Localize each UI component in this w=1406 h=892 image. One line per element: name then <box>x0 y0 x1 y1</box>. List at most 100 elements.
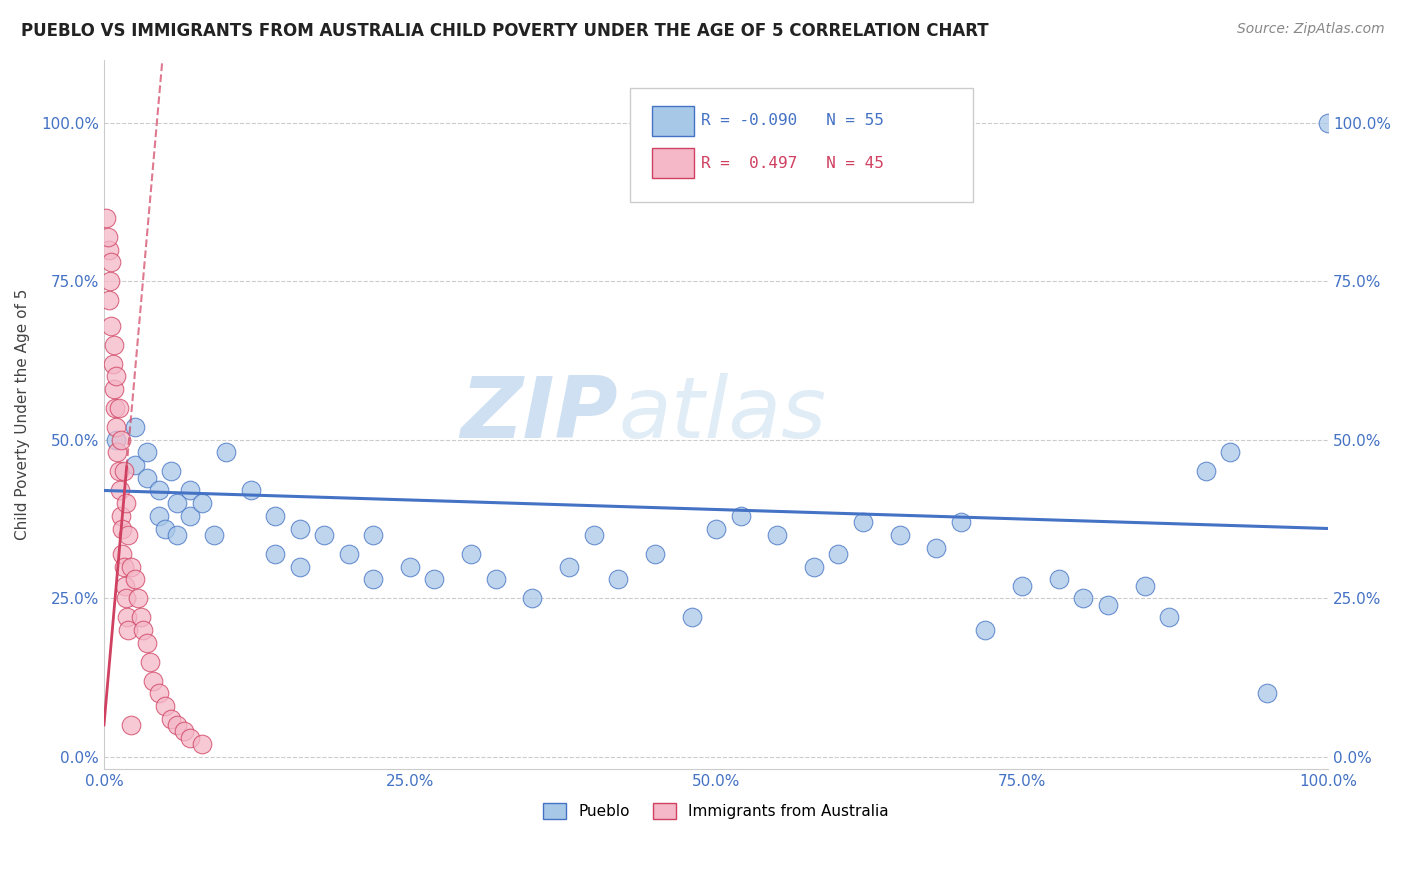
Point <box>173 724 195 739</box>
Point <box>117 528 139 542</box>
Point <box>110 433 132 447</box>
Point <box>115 591 138 606</box>
Point <box>98 274 121 288</box>
Point <box>124 458 146 472</box>
Point <box>1219 445 1241 459</box>
Point <box>105 433 128 447</box>
Y-axis label: Child Poverty Under the Age of 5: Child Poverty Under the Age of 5 <box>15 289 30 541</box>
Point <box>166 528 188 542</box>
Point <box>766 528 789 542</box>
Point <box>124 572 146 586</box>
Point <box>558 559 581 574</box>
Point <box>607 572 630 586</box>
Point <box>148 483 170 498</box>
Point <box>1256 686 1278 700</box>
Text: R =  0.497   N = 45: R = 0.497 N = 45 <box>702 156 884 170</box>
FancyBboxPatch shape <box>652 106 695 136</box>
Point <box>1011 578 1033 592</box>
FancyBboxPatch shape <box>652 148 695 178</box>
Point <box>103 382 125 396</box>
Point <box>153 522 176 536</box>
Point <box>681 610 703 624</box>
Point <box>153 698 176 713</box>
Point <box>166 718 188 732</box>
Point <box>166 496 188 510</box>
Point <box>100 255 122 269</box>
Text: PUEBLO VS IMMIGRANTS FROM AUSTRALIA CHILD POVERTY UNDER THE AGE OF 5 CORRELATION: PUEBLO VS IMMIGRANTS FROM AUSTRALIA CHIL… <box>21 22 988 40</box>
Point <box>460 547 482 561</box>
Point <box>107 465 129 479</box>
Point <box>361 572 384 586</box>
Legend: Pueblo, Immigrants from Australia: Pueblo, Immigrants from Australia <box>537 797 894 825</box>
Point <box>111 522 134 536</box>
Point <box>803 559 825 574</box>
Point <box>135 635 157 649</box>
Point <box>1195 465 1218 479</box>
Point <box>1071 591 1094 606</box>
Point <box>115 610 138 624</box>
Text: Source: ZipAtlas.com: Source: ZipAtlas.com <box>1237 22 1385 37</box>
Point <box>522 591 544 606</box>
FancyBboxPatch shape <box>630 88 973 202</box>
Point <box>117 623 139 637</box>
Point <box>191 496 214 510</box>
Point <box>148 508 170 523</box>
Point <box>160 465 183 479</box>
Point <box>97 243 120 257</box>
Text: ZIP: ZIP <box>461 373 619 456</box>
Point <box>423 572 446 586</box>
Point <box>1097 598 1119 612</box>
Point <box>101 357 124 371</box>
Point <box>264 547 287 561</box>
Point <box>112 465 135 479</box>
Point <box>114 578 136 592</box>
Point <box>949 515 972 529</box>
Point <box>239 483 262 498</box>
Point <box>108 483 131 498</box>
Point <box>1047 572 1070 586</box>
Point <box>129 610 152 624</box>
Point <box>202 528 225 542</box>
Point <box>112 559 135 574</box>
Point <box>485 572 508 586</box>
Point <box>1157 610 1180 624</box>
Point <box>361 528 384 542</box>
Point <box>288 559 311 574</box>
Point <box>135 471 157 485</box>
Point <box>974 623 997 637</box>
Point <box>925 541 948 555</box>
Point <box>264 508 287 523</box>
Point <box>827 547 849 561</box>
Point <box>337 547 360 561</box>
Point <box>105 369 128 384</box>
Point <box>730 508 752 523</box>
Point <box>103 337 125 351</box>
Point <box>191 737 214 751</box>
Point <box>120 559 142 574</box>
Point <box>107 401 129 416</box>
Point <box>139 655 162 669</box>
Point <box>107 445 129 459</box>
Point <box>179 508 201 523</box>
Point <box>852 515 875 529</box>
Point <box>120 718 142 732</box>
Point <box>179 731 201 745</box>
Point <box>148 686 170 700</box>
Point <box>399 559 422 574</box>
Point <box>100 318 122 333</box>
Point <box>889 528 911 542</box>
Point <box>105 420 128 434</box>
Point <box>124 420 146 434</box>
Point <box>142 673 165 688</box>
Point <box>111 547 134 561</box>
Text: atlas: atlas <box>619 373 827 456</box>
Point <box>132 623 155 637</box>
Point <box>582 528 605 542</box>
Point <box>110 508 132 523</box>
Point <box>97 293 120 308</box>
Point <box>704 522 727 536</box>
Point <box>127 591 149 606</box>
Point <box>1133 578 1156 592</box>
Point <box>288 522 311 536</box>
Point <box>97 230 120 244</box>
